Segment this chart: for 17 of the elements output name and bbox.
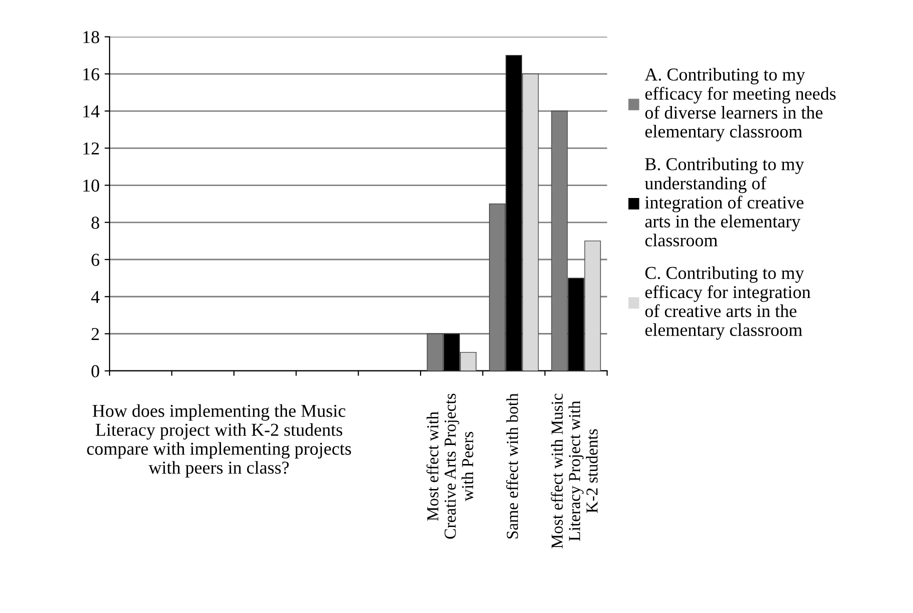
legend-label: A. Contributing to my efficacy for meeting needs of diverse learners in the elementary classroom <box>644 68 836 142</box>
y-tick-label: 12 <box>83 142 99 154</box>
text: How does implementing the Music Literacy project with K-2 students compare with implementing projects with peers in class? <box>87 404 351 478</box>
y-tick-label: 18 <box>83 31 100 44</box>
y-tick-label: 16 <box>83 68 100 80</box>
y-tick-label: 8 <box>92 216 100 229</box>
x-tick-label: Same effect with both <box>506 393 518 538</box>
y-tick-label: 0 <box>92 365 100 378</box>
y-tick-label: 4 <box>91 291 100 303</box>
y-tick-label: 14 <box>83 105 100 118</box>
y-tick-label: 10 <box>83 180 100 192</box>
x-tick-label: Most effect with Music Literacy Project with K-2 students <box>550 394 598 548</box>
y-tick-label: 2 <box>92 328 99 340</box>
x-tick-label: Most effect with Creative Arts Projects with Peers <box>426 394 474 539</box>
y-tick-label: 6 <box>92 254 100 266</box>
legend-label: B. Contributing to my understanding of integration of creative arts in the elementary classroom <box>644 158 804 246</box>
legend-label: C. Contributing to my efficacy for integration of creative arts in the elementary classroom <box>645 266 810 340</box>
